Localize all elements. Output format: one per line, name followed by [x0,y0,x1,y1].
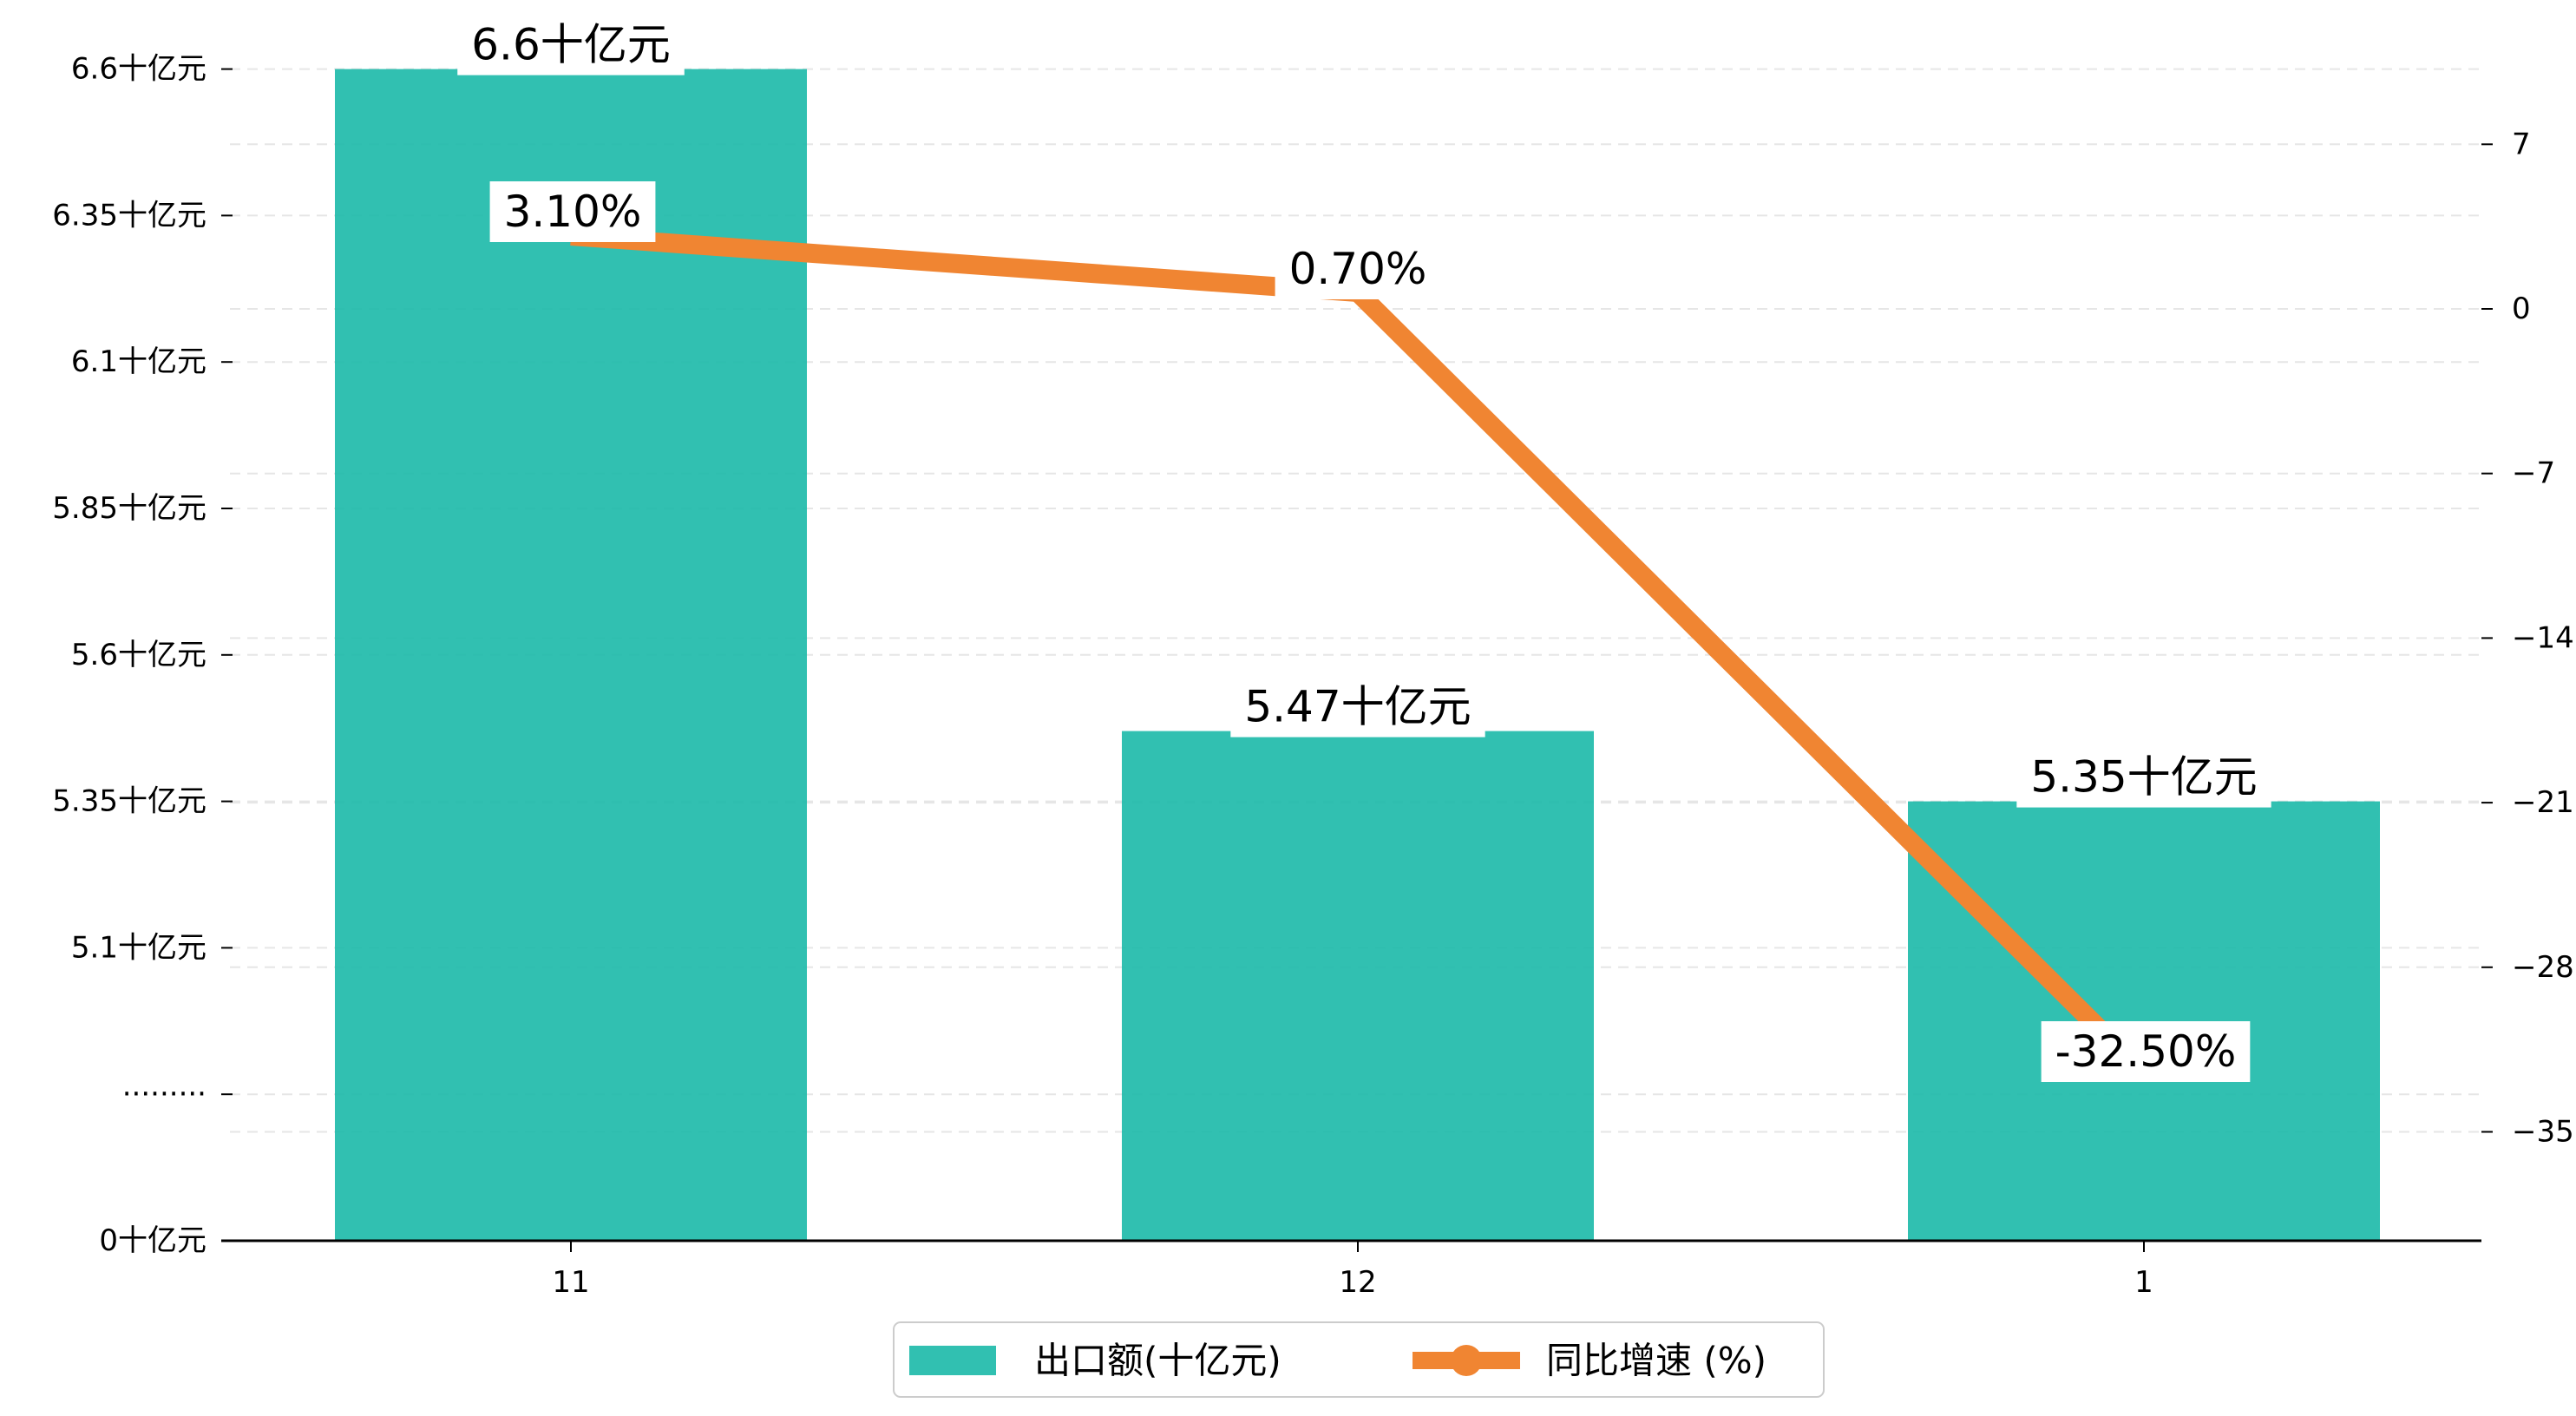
legend-label-growth: 同比增速 (%) [1546,1340,1766,1382]
left-axis-tick-label: 5.35十亿元 [52,784,206,819]
x-axis-tick-label: 1 [2134,1265,2153,1300]
bar-value-label-group: 5.35十亿元 [2016,746,2271,808]
x-axis-tick-label: 12 [1339,1265,1376,1300]
left-axis-break-label: ········· [122,1077,206,1111]
bar-1 [1908,801,2380,1241]
left-axis-tick-label: 5.85十亿元 [52,491,206,526]
legend-marker-growth [1451,1345,1482,1376]
right-axis-tick-label: −7 [2512,456,2555,491]
bar-value-label-group: 6.6十亿元 [457,14,685,75]
growth-value-label-background [1275,239,1441,299]
right-axis-tick-label: −28 [2512,950,2574,985]
bar-value-label-background [1230,676,1485,738]
bar-value-label: 5.47十亿元 [1244,682,1471,732]
right-axis-tick-label: −21 [2512,785,2574,820]
bar-value-label-group: 5.47十亿元 [1230,676,1485,738]
growth-value-label-group: 0.70% [1275,239,1441,299]
bar-value-label: 6.6十亿元 [471,20,671,70]
legend: 出口额(十亿元) 同比增速 (%) [893,1321,1825,1398]
axes: 0十亿元 5.1十亿元 5.35十亿元 5.6十亿元 5.85十亿元 6.1十亿元 6.35… [52,52,2573,1300]
legend-box [893,1321,1825,1398]
growth-value-label: 0.70% [1289,244,1427,294]
growth-value-label-group: 3.10% [489,181,656,242]
bar-value-label: 5.35十亿元 [2030,752,2257,803]
right-axis-tick-label: 0 [2512,292,2531,326]
bar-series [335,69,2380,1242]
left-axis-tick-label: 6.35十亿元 [52,198,206,233]
x-axis-tick-label: 11 [552,1265,589,1300]
growth-value-label-group: -32.50% [2041,1021,2251,1082]
left-axis-tick-label: 5.6十亿元 [71,638,206,672]
right-axis-tick-label: −35 [2512,1115,2574,1150]
legend-label-exports: 出口额(十亿元) [1034,1340,1281,1382]
right-axis-tick-label: −14 [2512,620,2574,655]
bar-11 [335,69,807,1242]
left-axis-tick-label: 5.1十亿元 [71,930,206,965]
left-axis-tick-label: 6.1十亿元 [71,344,206,379]
right-axis-tick-label: 7 [2512,127,2531,161]
growth-value-label: -32.50% [2055,1026,2237,1077]
bar-value-label-background [457,14,685,75]
growth-value-label-background [489,181,656,242]
bar-value-label-background [2016,746,2271,808]
growth-value-label-background [2041,1021,2251,1082]
data-labels: 6.6十亿元 5.47十亿元 5.35十亿元 3.10% 0.70% -32.50% [457,14,2271,1082]
legend-swatch-exports [909,1346,996,1375]
bar-12 [1122,731,1594,1241]
left-axis-tick-label: 0十亿元 [99,1223,206,1258]
growth-value-label: 3.10% [504,187,642,237]
left-axis-tick-label: 6.6十亿元 [71,52,206,87]
